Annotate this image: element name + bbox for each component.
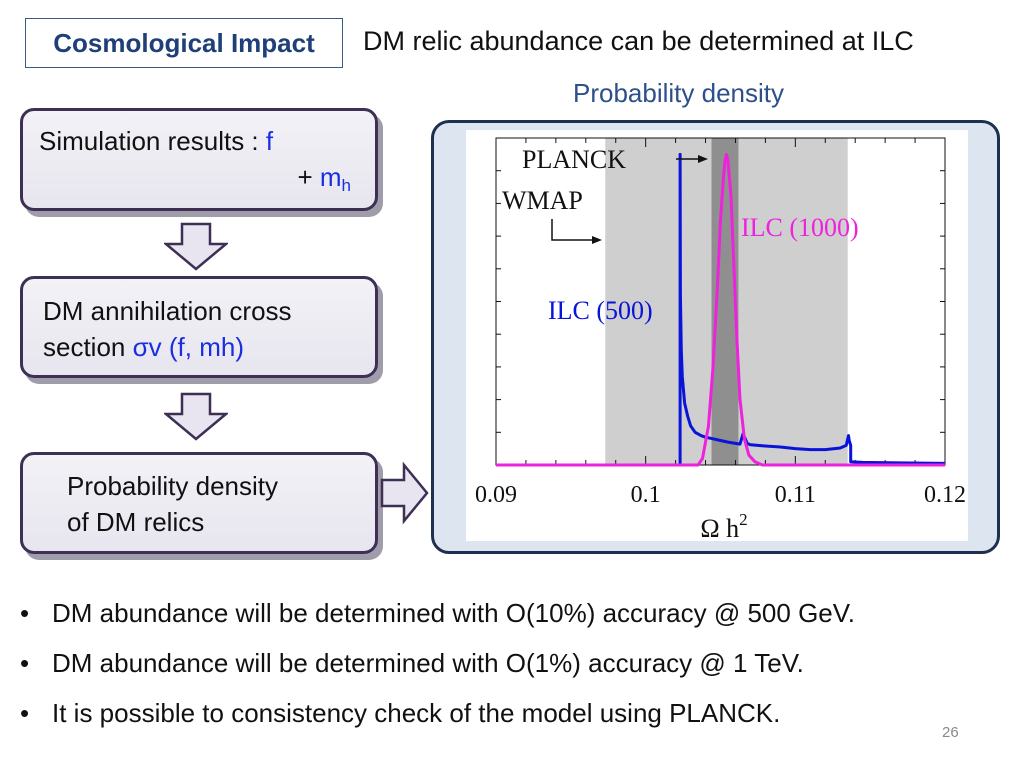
var-f: f xyxy=(265,126,274,156)
ilc-500-line xyxy=(496,152,946,467)
slide-headline: DM relic abundance can be determined at … xyxy=(363,26,914,56)
plot-caption: Probability density xyxy=(573,78,784,108)
bullet-dot: • xyxy=(20,598,30,628)
simulation-results-box: Simulation results : f + mh xyxy=(20,108,378,211)
wmap-arrow-head-icon xyxy=(592,236,602,244)
bullet-dot: • xyxy=(20,698,30,728)
bullet-dot: • xyxy=(20,648,30,678)
x-tick-label: 0.09 xyxy=(475,482,517,508)
planck-arrow-head-icon xyxy=(698,155,708,163)
x-tick-label: 0.12 xyxy=(924,482,966,508)
wmap-annotation: WMAP xyxy=(502,186,583,215)
var-mh: mh xyxy=(319,162,351,195)
down-arrow-icon xyxy=(164,392,228,441)
annihilation-line2: section σv (f, mh) xyxy=(43,329,355,365)
simulation-results-label: Simulation results : xyxy=(39,126,266,156)
bullet-item: • DM abundance will be determined with O(… xyxy=(18,598,855,648)
annihilation-line2-prefix: section xyxy=(43,332,133,362)
x-axis-label-superscript: 2 xyxy=(739,510,748,529)
x-tick-label: 0.11 xyxy=(775,482,816,508)
ilc-1000-line xyxy=(496,152,945,467)
ilc1000-series-label: ILC (1000) xyxy=(741,213,859,242)
plus-sign: + xyxy=(297,162,320,192)
simulation-results-line2: + mh xyxy=(39,159,359,204)
var-m: m xyxy=(319,162,342,192)
page-number: 26 xyxy=(942,724,959,741)
x-axis-label: Ω h2 xyxy=(700,510,747,541)
simulation-results-line1: Simulation results : f xyxy=(39,123,359,159)
relic-abundance-chart: 0.09 0.1 0.11 0.12 PLANCK WMAP ILC (1000) I… xyxy=(475,137,966,541)
bullet-text: DM abundance will be determined with O(1… xyxy=(52,648,804,678)
bullet-item: • It is possible to consistency check of … xyxy=(18,698,855,748)
var-h-subscript: h xyxy=(341,176,351,195)
slide-title-box: Cosmological Impact xyxy=(25,18,343,68)
x-axis-label-main: Ω h xyxy=(700,514,739,541)
probability-density-box: Probability density of DM relics xyxy=(20,452,378,554)
bullet-text: DM abundance will be determined with O(1… xyxy=(52,598,855,628)
sigma-v-expression: σv (f, mh) xyxy=(132,332,244,362)
ilc500-series-label: ILC (500) xyxy=(548,296,653,325)
annihilation-cross-section-box: DM annihilation cross section σv (f, mh) xyxy=(20,276,378,378)
wmap-arrow-shaft xyxy=(551,219,592,241)
bullet-list: • DM abundance will be determined with O(… xyxy=(18,598,855,748)
bullet-text: It is possible to consistency check of t… xyxy=(52,698,781,728)
x-tick-label: 0.1 xyxy=(631,482,661,508)
right-arrow-icon xyxy=(380,462,429,525)
probability-density-line1: Probability density xyxy=(67,471,278,501)
planck-annotation: PLANCK xyxy=(522,145,626,174)
probability-density-line2: of DM relics xyxy=(67,507,205,537)
annihilation-line1: DM annihilation cross xyxy=(43,296,292,326)
bullet-item: • DM abundance will be determined with O(… xyxy=(18,648,855,698)
down-arrow-icon xyxy=(164,222,228,271)
